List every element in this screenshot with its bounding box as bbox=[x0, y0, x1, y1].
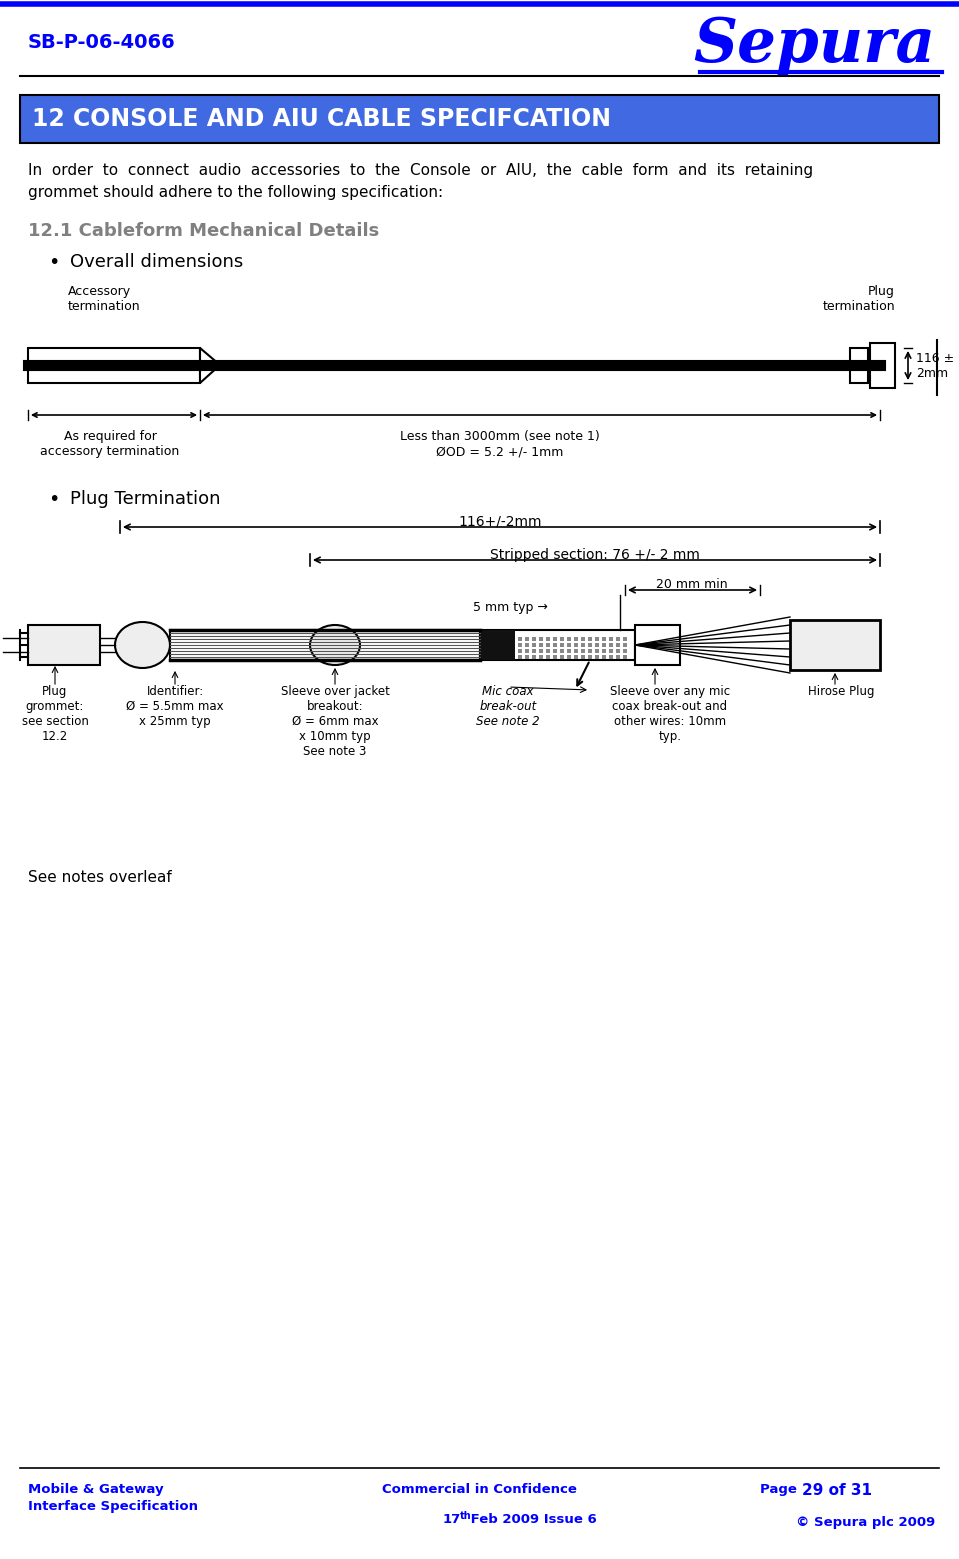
Ellipse shape bbox=[115, 622, 170, 667]
Bar bbox=[635, 625, 680, 666]
Text: Identifier:
Ø = 5.5mm max
x 25mm typ: Identifier: Ø = 5.5mm max x 25mm typ bbox=[127, 684, 223, 728]
Text: Feb 2009 Issue 6: Feb 2009 Issue 6 bbox=[466, 1512, 596, 1526]
Text: Page: Page bbox=[760, 1483, 802, 1497]
Text: © Sepura plc 2009: © Sepura plc 2009 bbox=[796, 1515, 935, 1529]
Text: 116+/-2mm: 116+/-2mm bbox=[458, 514, 542, 529]
Text: See notes overleaf: See notes overleaf bbox=[28, 870, 172, 886]
Text: Stripped section: 76 +/- 2 mm: Stripped section: 76 +/- 2 mm bbox=[490, 549, 700, 561]
Text: 116 ±
2mm: 116 ± 2mm bbox=[916, 351, 954, 379]
Text: 12.1 Cableform Mechanical Details: 12.1 Cableform Mechanical Details bbox=[28, 221, 379, 240]
Bar bbox=[28, 348, 200, 384]
Bar bbox=[480, 630, 635, 659]
Bar bbox=[170, 630, 480, 659]
Text: grommet should adhere to the following specification:: grommet should adhere to the following s… bbox=[28, 186, 443, 200]
Text: Hirose Plug: Hirose Plug bbox=[808, 684, 875, 698]
Text: Interface Specification: Interface Specification bbox=[28, 1500, 198, 1512]
Text: Accessory
termination: Accessory termination bbox=[68, 285, 141, 313]
Text: Mic coax
break-out
See note 2: Mic coax break-out See note 2 bbox=[477, 684, 540, 728]
Text: Sleeve over any mic
coax break-out and
other wires: 10mm
typ.: Sleeve over any mic coax break-out and o… bbox=[610, 684, 730, 744]
Bar bbox=[28, 625, 100, 666]
Text: •: • bbox=[48, 253, 59, 271]
Text: Sleeve over jacket
breakout:
Ø = 6mm max
x 10mm typ
See note 3: Sleeve over jacket breakout: Ø = 6mm max… bbox=[281, 684, 389, 758]
Text: 5 mm typ →: 5 mm typ → bbox=[473, 600, 548, 614]
Text: In  order  to  connect  audio  accessories  to  the  Console  or  AIU,  the  cab: In order to connect audio accessories to… bbox=[28, 164, 813, 178]
Text: Mobile & Gateway: Mobile & Gateway bbox=[28, 1483, 164, 1497]
Text: •: • bbox=[48, 490, 59, 508]
Text: SB-P-06-4066: SB-P-06-4066 bbox=[28, 33, 175, 51]
Text: Less than 3000mm (see note 1)
ØOD = 5.2 +/- 1mm: Less than 3000mm (see note 1) ØOD = 5.2 … bbox=[400, 430, 600, 458]
Text: Sepura: Sepura bbox=[692, 16, 935, 75]
Text: 17: 17 bbox=[443, 1512, 461, 1526]
Bar bbox=[870, 343, 895, 388]
Text: th: th bbox=[460, 1511, 472, 1522]
Polygon shape bbox=[200, 348, 220, 384]
Text: 29 of 31: 29 of 31 bbox=[802, 1483, 872, 1498]
Text: Commercial in Confidence: Commercial in Confidence bbox=[382, 1483, 576, 1497]
Bar bbox=[20, 95, 939, 143]
Text: Plug
termination: Plug termination bbox=[823, 285, 895, 313]
Bar bbox=[480, 630, 515, 659]
Bar bbox=[850, 348, 868, 384]
Text: Plug Termination: Plug Termination bbox=[70, 490, 221, 508]
Text: 20 mm min: 20 mm min bbox=[656, 578, 728, 591]
Bar bbox=[790, 620, 880, 670]
Ellipse shape bbox=[310, 625, 360, 666]
Bar bbox=[310, 630, 360, 659]
Text: 12 CONSOLE AND AIU CABLE SPECIFCATION: 12 CONSOLE AND AIU CABLE SPECIFCATION bbox=[32, 108, 611, 131]
Text: Plug
grommet:
see section
12.2: Plug grommet: see section 12.2 bbox=[21, 684, 88, 744]
Text: As required for
accessory termination: As required for accessory termination bbox=[40, 430, 179, 458]
Text: Overall dimensions: Overall dimensions bbox=[70, 253, 244, 271]
